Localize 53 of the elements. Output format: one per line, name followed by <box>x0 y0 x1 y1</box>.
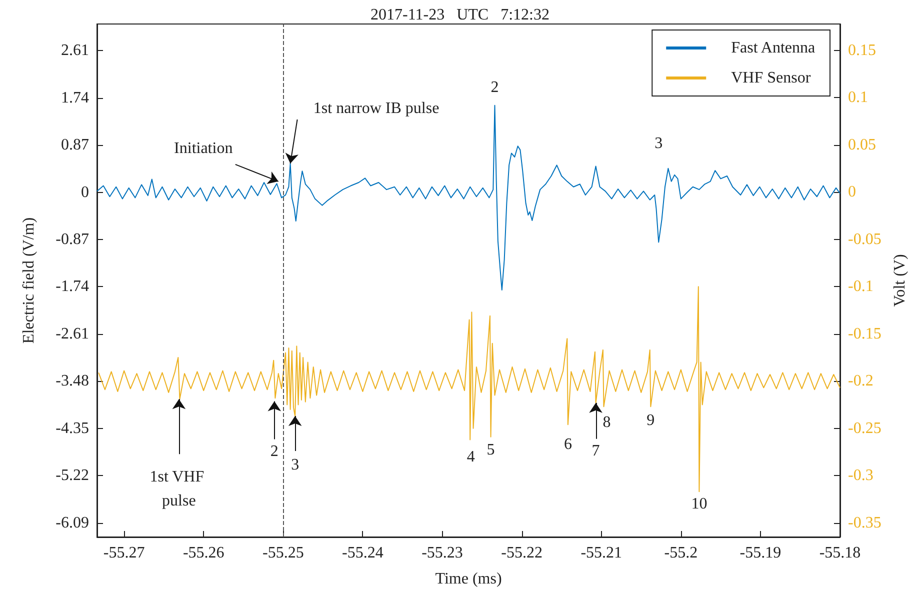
y2-tick-label: 0.15 <box>848 42 876 59</box>
annotation: 3 <box>291 456 300 474</box>
y-tick-label: -1.74 <box>56 278 89 296</box>
annotation: 2 <box>490 78 499 96</box>
y2-tick-label: -0.25 <box>848 420 882 437</box>
annotation: 4 <box>466 448 475 466</box>
x-tick-label: -55.22 <box>501 544 542 562</box>
y2-tick-label: 0.05 <box>848 136 876 154</box>
y2-tick-label: -0.05 <box>848 230 882 248</box>
y-tick-label: 1.74 <box>61 89 89 106</box>
y2-tick-label: 0 <box>848 184 856 201</box>
y-tick-label: -2.61 <box>56 325 89 342</box>
legend-label: VHF Sensor <box>731 70 812 86</box>
legend-label: Fast Antenna <box>731 40 816 56</box>
x-tick-label: -55.18 <box>819 544 861 562</box>
x-tick-label: -55.2 <box>664 544 698 562</box>
annotation: 2 <box>270 442 278 460</box>
y-tick-label: -0.87 <box>56 231 89 248</box>
x-axis-title: Time (ms) <box>435 570 502 588</box>
annotation: 5 <box>486 442 495 459</box>
x-tick-label: -55.21 <box>580 544 622 562</box>
y2-tick-label: -0.1 <box>848 278 874 296</box>
annotation: 1st narrow IB pulse <box>313 100 440 118</box>
x-tick-label: -55.24 <box>342 544 384 562</box>
y-tick-label: 2.61 <box>61 42 89 60</box>
annotation: 9 <box>646 412 655 430</box>
x-tick-label: -55.27 <box>103 544 145 562</box>
y-axis-title: Electric field (V/m) <box>20 217 38 344</box>
line-series <box>98 286 840 492</box>
annotation: 7 <box>592 442 600 460</box>
y-tick-label: -5.22 <box>56 467 89 484</box>
x-tick-label: -55.19 <box>740 544 782 562</box>
y-tick-label: 0.87 <box>61 136 89 154</box>
y-tick-label: 0 <box>81 184 89 201</box>
annotation: 3 <box>654 134 663 152</box>
y2-tick-label: -0.35 <box>848 514 882 532</box>
y2-axis-title: Volt (V) <box>892 254 909 307</box>
chart-title: 2017-11-23 UTC 7:12:32 <box>370 6 550 24</box>
y2-tick-label: -0.2 <box>848 372 874 390</box>
y-tick-label: -3.48 <box>56 372 89 390</box>
x-tick-label: -55.23 <box>422 544 463 562</box>
y2-tick-label: -0.3 <box>848 467 874 484</box>
annotation: Initiation <box>174 140 233 157</box>
y2-tick-label: -0.15 <box>848 325 882 342</box>
y-tick-label: -6.09 <box>56 514 89 532</box>
x-tick-label: -55.26 <box>182 544 224 562</box>
annotation: 6 <box>564 436 572 454</box>
y-tick-label: -4.35 <box>56 420 89 437</box>
x-tick-label: -55.25 <box>262 544 304 562</box>
annotation: 1st VHF pulse <box>150 468 208 510</box>
y2-tick-label: 0.1 <box>848 89 868 106</box>
annotation: 8 <box>602 414 611 432</box>
annotation: 10 <box>691 495 708 512</box>
